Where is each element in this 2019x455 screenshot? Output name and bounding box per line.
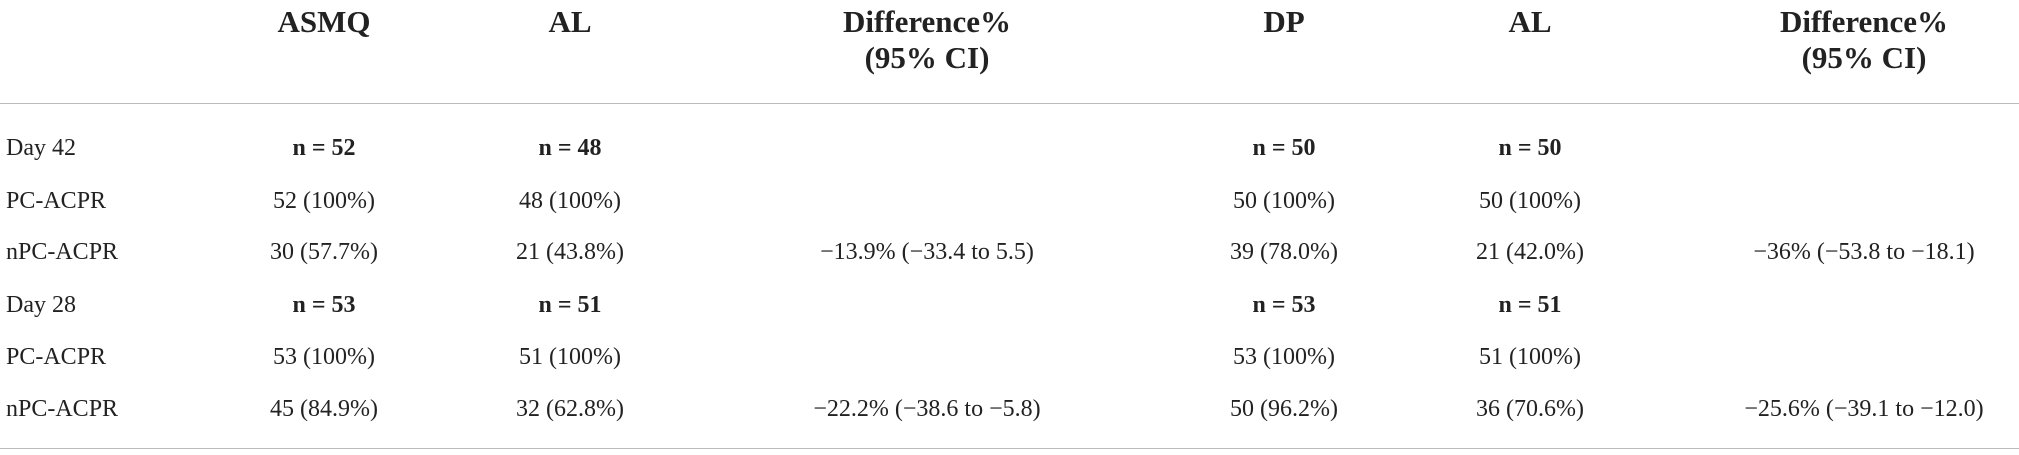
column-header: Difference% (95% CI) (1779, 4, 1949, 75)
column-header: DP (1263, 4, 1305, 39)
column-header: ASMQ (277, 4, 371, 39)
sample-size: n = 50 (1252, 135, 1316, 161)
sample-size: n = 51 (538, 292, 602, 318)
table-cell: 30 (57.7%) (270, 239, 378, 265)
column-header: AL (1508, 4, 1552, 39)
table-cell: 50 (100%) (1233, 188, 1335, 214)
table-cell: 36 (70.6%) (1476, 396, 1584, 422)
sample-size: n = 53 (292, 292, 356, 318)
table-cell: 50 (100%) (1479, 188, 1581, 214)
row-label: PC-ACPR (6, 344, 107, 370)
table-cell: −13.9% (−33.4 to 5.5) (820, 239, 1034, 265)
table-cell: 21 (42.0%) (1476, 239, 1584, 265)
sample-size: n = 53 (1252, 292, 1316, 318)
table-cell: 39 (78.0%) (1230, 239, 1338, 265)
row-label: PC-ACPR (6, 188, 107, 214)
column-header: Difference% (95% CI) (842, 4, 1012, 75)
table-cell: 45 (84.9%) (270, 396, 378, 422)
sample-size: n = 52 (292, 135, 356, 161)
header-rule (0, 103, 2019, 104)
table-cell: 53 (100%) (273, 344, 375, 370)
table-cell: 32 (62.8%) (516, 396, 624, 422)
row-label: nPC-ACPR (6, 396, 119, 422)
table-cell: 21 (43.8%) (516, 239, 624, 265)
table-cell: 51 (100%) (1479, 344, 1581, 370)
sample-size: n = 51 (1498, 292, 1562, 318)
row-label: nPC-ACPR (6, 239, 119, 265)
table-cell: 50 (96.2%) (1230, 396, 1338, 422)
table-cell: −36% (−53.8 to −18.1) (1753, 239, 1975, 265)
table-cell: 48 (100%) (519, 188, 621, 214)
table-cell: 53 (100%) (1233, 344, 1335, 370)
row-label: Day 42 (6, 135, 76, 161)
column-header: AL (548, 4, 592, 39)
bottom-rule (0, 448, 2019, 449)
sample-size: n = 50 (1498, 135, 1562, 161)
table-cell: −22.2% (−38.6 to −5.8) (813, 396, 1041, 422)
row-label: Day 28 (6, 292, 76, 318)
table-cell: 52 (100%) (273, 188, 375, 214)
sample-size: n = 48 (538, 135, 602, 161)
table-cell: 51 (100%) (519, 344, 621, 370)
table-cell: −25.6% (−39.1 to −12.0) (1744, 396, 1984, 422)
